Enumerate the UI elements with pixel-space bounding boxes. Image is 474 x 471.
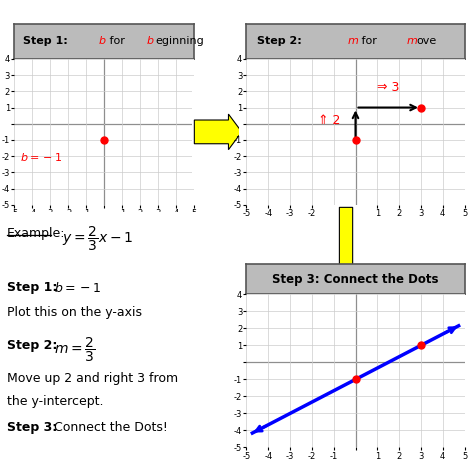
Text: ove: ove [417,36,437,46]
FancyArrow shape [336,207,356,292]
Text: for: for [106,36,128,46]
Text: $y = \dfrac{2}{3}x-1$: $y = \dfrac{2}{3}x-1$ [62,225,133,253]
Text: the y-intercept.: the y-intercept. [7,395,103,408]
Text: Step 3:: Step 3: [7,421,57,433]
Text: Move up 2 and right 3 from: Move up 2 and right 3 from [7,372,178,385]
FancyArrow shape [194,114,242,150]
Text: $m = \dfrac{2}{3}$: $m = \dfrac{2}{3}$ [54,335,95,364]
Text: Example:: Example: [7,227,65,240]
Text: Step 1:: Step 1: [7,281,57,293]
Text: Step 3: Connect the Dots: Step 3: Connect the Dots [272,273,439,285]
Text: m: m [348,36,359,46]
Text: eginning: eginning [155,36,204,46]
Text: m: m [407,36,418,46]
Text: Step 1:: Step 1: [23,36,72,46]
Text: $b = -1$: $b = -1$ [54,281,101,295]
Text: Plot this on the y-axis: Plot this on the y-axis [7,306,142,319]
Text: for: for [358,36,380,46]
Text: b: b [147,36,154,46]
Text: Step 2:: Step 2: [257,36,306,46]
Text: ⇒ 3: ⇒ 3 [377,81,400,94]
Text: ⇑ 2: ⇑ 2 [318,114,340,127]
Text: b: b [98,36,105,46]
Text: Connect the Dots!: Connect the Dots! [54,421,167,433]
Text: $b = -1$: $b = -1$ [19,151,62,163]
Text: Step 2:: Step 2: [7,339,57,352]
